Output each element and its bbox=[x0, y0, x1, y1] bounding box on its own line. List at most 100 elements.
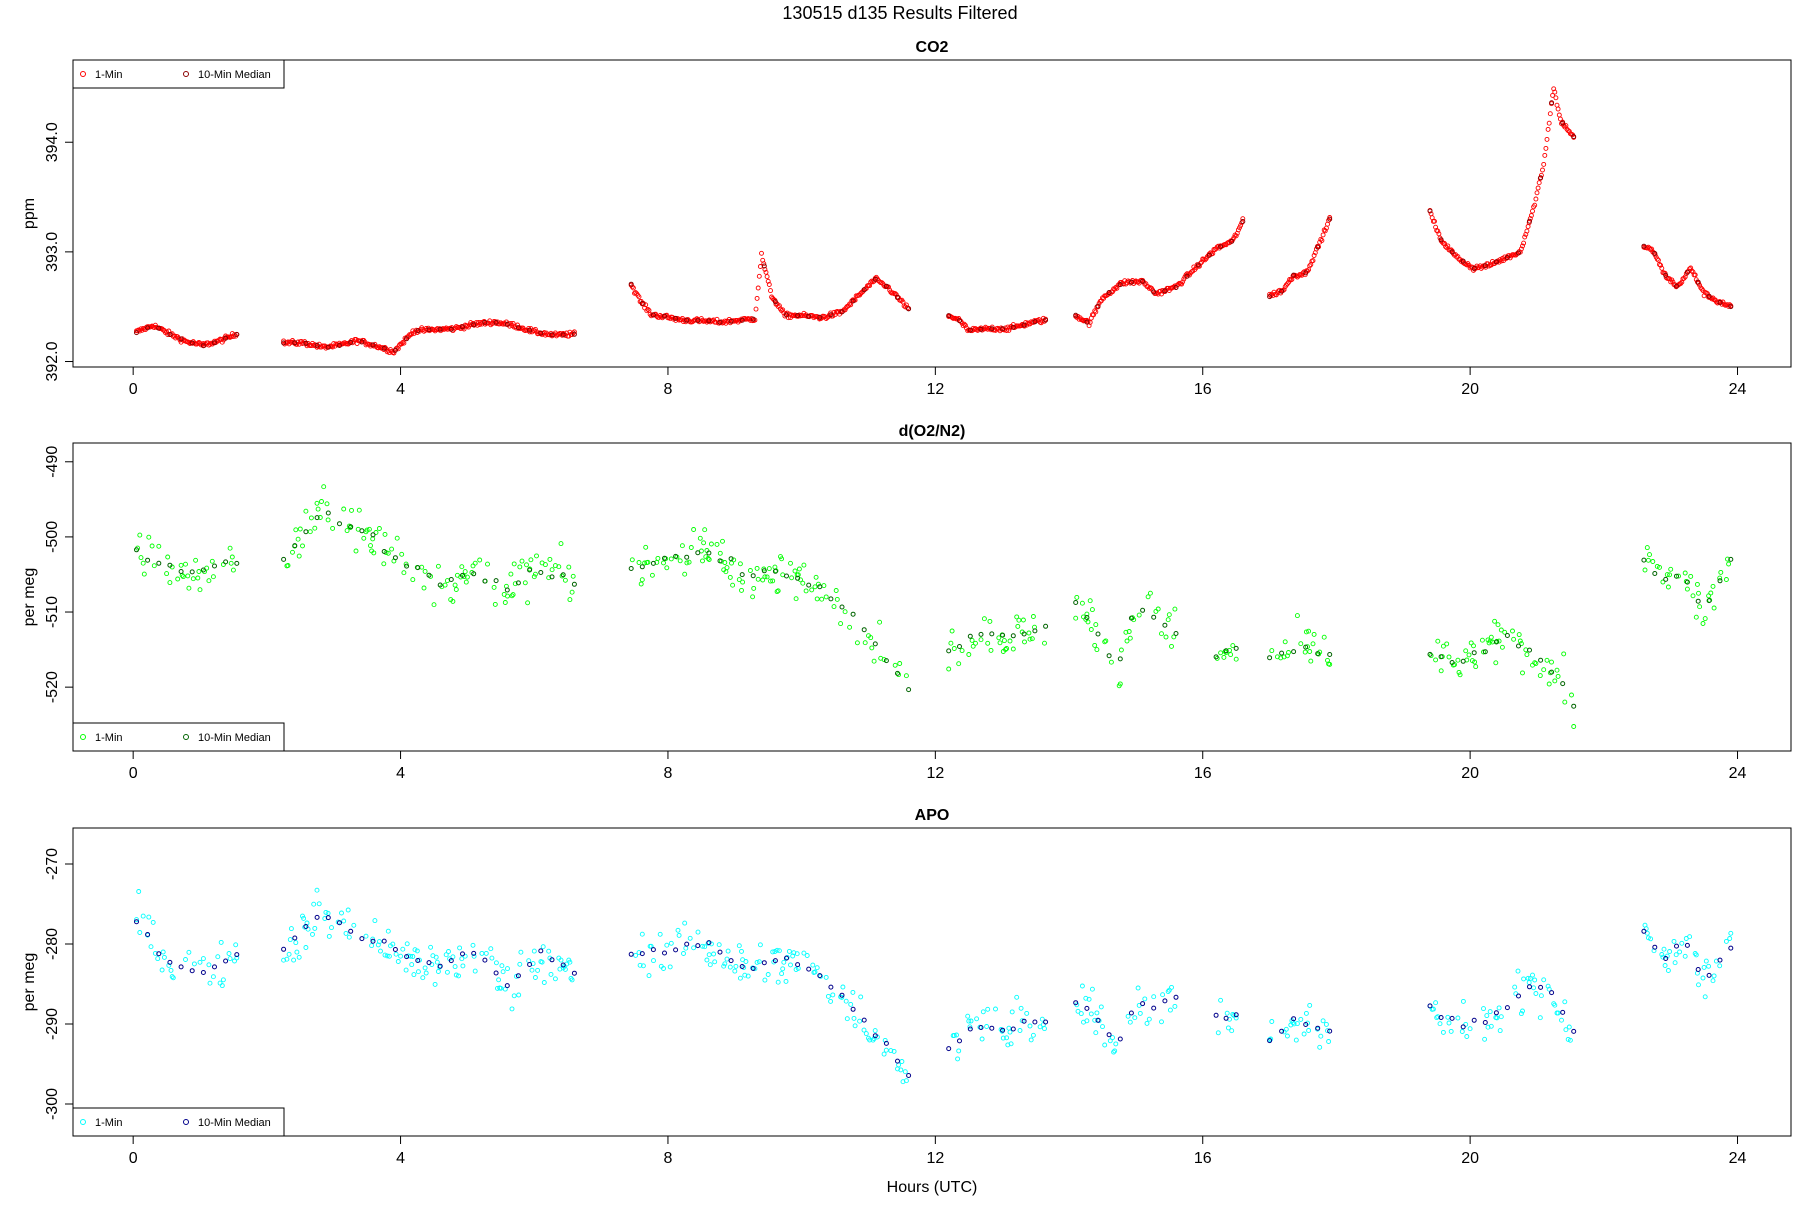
data-point-1min bbox=[956, 1048, 962, 1054]
data-point-1min bbox=[801, 950, 807, 956]
data-point-1min bbox=[1093, 1030, 1099, 1036]
data-point-1min bbox=[789, 312, 795, 318]
data-point-1min bbox=[1087, 319, 1093, 325]
data-point-median bbox=[895, 670, 900, 676]
data-point-median bbox=[706, 940, 712, 946]
data-point-median bbox=[314, 914, 320, 920]
data-point-1min bbox=[1518, 641, 1524, 647]
data-point-1min bbox=[1555, 673, 1561, 679]
data-point-1min bbox=[1541, 161, 1547, 167]
data-point-1min bbox=[1147, 590, 1153, 596]
y-tick-label: 392.0 bbox=[44, 341, 61, 381]
data-point-median bbox=[189, 340, 195, 346]
data-point-1min bbox=[384, 953, 390, 959]
data-point-1min bbox=[314, 500, 320, 506]
data-point-1min bbox=[1013, 324, 1019, 330]
data-point-1min bbox=[1218, 997, 1224, 1003]
data-point-1min bbox=[1660, 954, 1666, 960]
data-point-1min bbox=[1159, 631, 1164, 637]
data-point-1min bbox=[339, 910, 344, 916]
data-point-1min bbox=[707, 962, 713, 968]
data-point-median bbox=[1728, 304, 1734, 310]
data-point-1min bbox=[830, 992, 836, 998]
data-point-median bbox=[673, 315, 679, 321]
data-point-1min bbox=[1533, 661, 1539, 666]
data-point-median bbox=[750, 573, 756, 579]
data-point-median bbox=[989, 1025, 995, 1031]
data-point-1min bbox=[483, 950, 489, 956]
data-point-1min bbox=[979, 1036, 985, 1042]
data-point-median bbox=[1162, 288, 1168, 294]
data-point-1min bbox=[1435, 1014, 1441, 1020]
data-point-1min bbox=[851, 1015, 857, 1021]
data-point-1min bbox=[1112, 1048, 1118, 1054]
data-point-1min bbox=[443, 952, 449, 958]
data-point-1min bbox=[509, 1006, 515, 1012]
data-point-1min bbox=[1084, 1018, 1090, 1024]
data-point-median bbox=[1021, 1018, 1027, 1024]
data-point-median bbox=[828, 984, 834, 990]
data-point-1min bbox=[969, 637, 975, 643]
data-point-1min bbox=[899, 1059, 905, 1064]
legend-box bbox=[72, 59, 285, 89]
data-point-median bbox=[1571, 1028, 1577, 1034]
legend-marker-1min bbox=[80, 734, 86, 740]
data-point-1min bbox=[682, 571, 688, 577]
data-point-1min bbox=[1010, 646, 1016, 652]
data-point-1min bbox=[682, 920, 688, 926]
data-point-1min bbox=[1085, 619, 1091, 625]
data-point-1min bbox=[733, 963, 739, 969]
data-point-1min bbox=[300, 543, 305, 549]
data-point-1min bbox=[1098, 1004, 1104, 1010]
data-point-median bbox=[1128, 279, 1134, 285]
data-point-1min bbox=[714, 541, 720, 547]
data-point-1min bbox=[1442, 241, 1447, 246]
data-point-1min bbox=[737, 561, 743, 567]
data-point-median bbox=[538, 330, 544, 336]
data-point-1min bbox=[776, 948, 782, 954]
data-point-1min bbox=[502, 600, 508, 605]
data-point-1min bbox=[985, 640, 991, 646]
data-point-1min bbox=[519, 558, 525, 564]
data-point-1min bbox=[643, 544, 649, 550]
data-point-1min bbox=[753, 306, 759, 312]
data-point-median bbox=[772, 958, 778, 964]
data-point-1min bbox=[892, 291, 898, 297]
data-point-1min bbox=[368, 543, 373, 549]
data-point-1min bbox=[1518, 246, 1524, 252]
data-point-median bbox=[1717, 300, 1723, 305]
data-point-1min bbox=[1459, 1029, 1465, 1034]
data-point-1min bbox=[754, 959, 760, 965]
data-point-1min bbox=[562, 332, 568, 338]
data-point-1min bbox=[301, 915, 307, 921]
data-point-median bbox=[1460, 258, 1466, 264]
data-point-1min bbox=[404, 941, 410, 947]
data-point-1min bbox=[881, 283, 887, 289]
data-point-1min bbox=[381, 561, 387, 567]
x-tick-label: 20 bbox=[1461, 765, 1479, 782]
data-point-1min bbox=[378, 948, 383, 954]
data-point-1min bbox=[815, 581, 821, 587]
data-point-1min bbox=[1001, 638, 1007, 644]
data-point-median bbox=[1706, 293, 1712, 299]
data-point-1min bbox=[1660, 579, 1666, 585]
data-point-1min bbox=[691, 527, 697, 532]
data-point-1min bbox=[750, 594, 756, 600]
data-point-median bbox=[392, 947, 398, 952]
data-point-median bbox=[178, 336, 184, 342]
data-point-1min bbox=[1521, 240, 1527, 246]
data-point-1min bbox=[1520, 1008, 1525, 1014]
data-point-1min bbox=[903, 673, 909, 679]
data-point-1min bbox=[1039, 1016, 1045, 1022]
data-point-median bbox=[1043, 1019, 1049, 1025]
data-point-median bbox=[1084, 615, 1090, 620]
data-point-1min bbox=[1537, 1015, 1543, 1021]
data-point-median bbox=[571, 970, 577, 976]
data-point-median bbox=[1527, 647, 1532, 653]
data-point-median bbox=[1095, 1017, 1101, 1023]
data-point-1min bbox=[711, 951, 717, 957]
y-axis-label: per meg bbox=[21, 568, 38, 627]
data-point-median bbox=[1684, 269, 1690, 275]
data-point-1min bbox=[1233, 656, 1239, 662]
data-point-1min bbox=[1172, 1003, 1178, 1009]
